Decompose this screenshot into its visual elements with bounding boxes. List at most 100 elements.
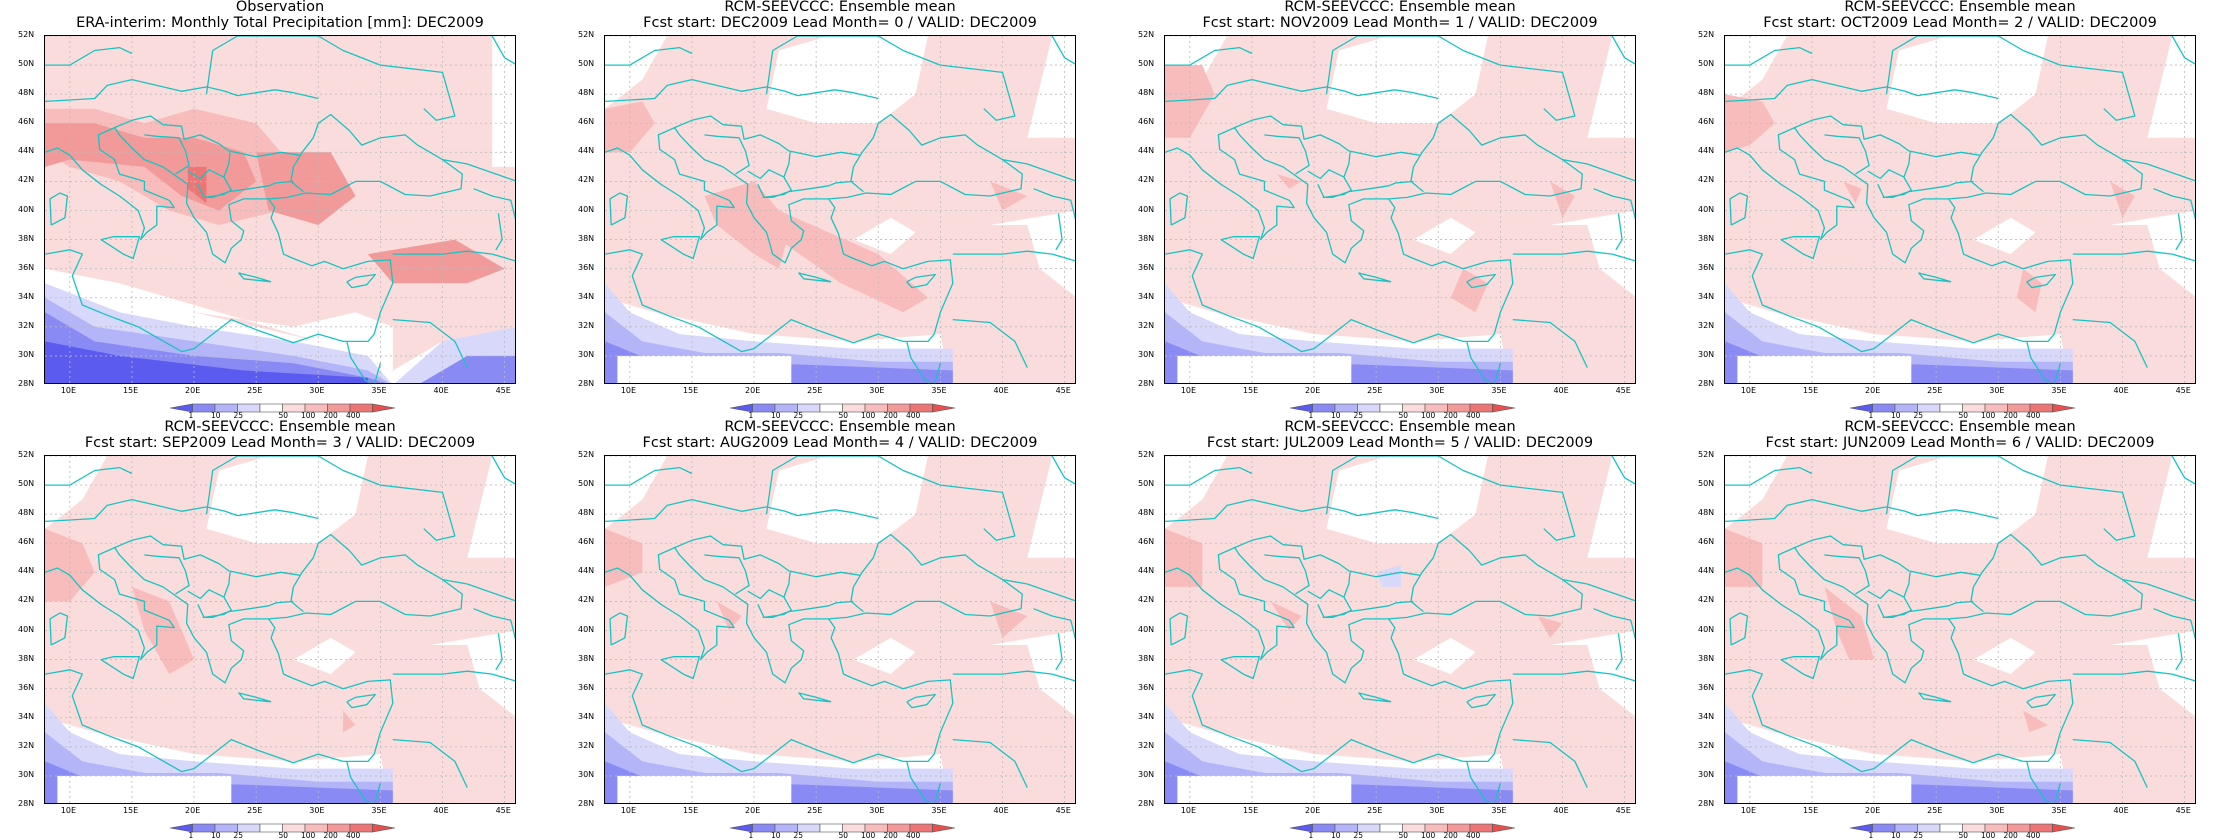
precip-area <box>1177 355 1352 383</box>
coastline <box>1165 547 1295 661</box>
coastline <box>1794 535 1980 578</box>
lat-tick-label: 34N <box>1698 291 1715 301</box>
colorbar-label: 200 <box>1443 831 1458 840</box>
precip-area <box>343 710 356 733</box>
colorbar-label: 50 <box>278 831 289 840</box>
map-panel-f5: RCM-SEEVCCC: Ensemble mean Fcst start: JU… <box>1120 420 1680 840</box>
lat-tick-label: 40N <box>1138 204 1155 214</box>
coastline <box>1169 192 1189 226</box>
colorbar-label: 200 <box>883 831 898 840</box>
coastline <box>1725 127 1855 241</box>
coastline <box>1264 554 1310 595</box>
coastline <box>1725 46 1813 66</box>
lat-tick-label: 30N <box>18 349 35 359</box>
precip-area <box>1165 456 1635 803</box>
lat-tick-label: 30N <box>18 769 35 779</box>
lat-tick-label: 28N <box>18 379 35 388</box>
lat-tick-label: 28N <box>1138 379 1155 388</box>
coastline <box>205 456 450 515</box>
coastline <box>1325 456 1570 515</box>
lon-tick-label: 25E <box>247 806 263 815</box>
panel-subtitle: Fcst start: OCT2009 Lead Month= 2 / VALI… <box>1763 15 2157 31</box>
colorbar-label: 1 <box>1868 831 1874 840</box>
precip-area <box>617 775 792 803</box>
coastline <box>1903 152 1911 178</box>
coastline <box>1169 612 1189 646</box>
colorbar-swatch <box>372 823 396 833</box>
lat-tick-label: 46N <box>578 117 595 127</box>
lon-tick-label: 20E <box>185 386 201 395</box>
lon-tick-label: 25E <box>247 386 263 395</box>
lon-tick-label: 30E <box>1429 806 1445 815</box>
coastline <box>906 761 942 803</box>
map-panel-f4: RCM-SEEVCCC: Ensemble mean Fcst start: AU… <box>560 420 1120 840</box>
colorbar-label: 10 <box>1891 411 1901 420</box>
lat-tick-label: 50N <box>18 59 35 69</box>
coastline <box>238 272 272 283</box>
precip-area <box>45 456 515 803</box>
precip-area <box>1550 210 1635 297</box>
lon-tick-label: 10E <box>1740 386 1757 395</box>
coastline <box>1824 134 1870 175</box>
coastline <box>983 94 1016 121</box>
coastline <box>783 572 791 598</box>
coastline <box>2026 341 2062 383</box>
lat-tick-label: 52N <box>18 450 35 459</box>
lat-tick-label: 42N <box>18 175 35 185</box>
lon-tick-label: 45E <box>1055 806 1071 815</box>
lat-tick-label: 50N <box>578 59 595 69</box>
lat-tick-label: 52N <box>1138 450 1155 459</box>
coastline <box>392 318 468 368</box>
coastline <box>2122 578 2195 602</box>
colorbar-label: 50 <box>1958 411 1969 420</box>
colorbar-label: 50 <box>838 411 849 420</box>
colorbar-label: 25 <box>233 831 244 840</box>
colorbar-label: 25 <box>1353 831 1364 840</box>
coastline <box>1882 600 1974 619</box>
coastline <box>1051 36 1075 65</box>
precipitation-map <box>44 455 516 804</box>
coastline <box>1562 578 1635 602</box>
colorbar-label: 100 <box>1421 411 1436 420</box>
colorbar-graphic <box>1849 403 2076 413</box>
coastline <box>906 273 937 289</box>
colorbar-label: 50 <box>838 831 849 840</box>
colorbar-graphic <box>169 823 396 833</box>
coastline <box>238 692 272 703</box>
lon-tick-label: 35E <box>1491 806 1507 815</box>
coastline <box>1885 456 2130 515</box>
coastline <box>2153 188 2195 220</box>
colorbar-label: 100 <box>861 411 876 420</box>
lat-tick-label: 44N <box>18 566 35 576</box>
precip-area <box>430 630 515 717</box>
colorbar-graphic <box>1289 823 1516 833</box>
coastline <box>1466 341 1502 383</box>
colorbar-label: 1 <box>1308 831 1314 840</box>
lat-tick-label: 42N <box>1138 175 1155 185</box>
precipitation-map <box>604 455 1076 804</box>
coastline <box>952 318 1028 368</box>
map-graphic <box>45 36 515 383</box>
panel-title: Observation <box>235 0 325 15</box>
lon-tick-label: 10E <box>1180 386 1197 395</box>
lat-tick-label: 36N <box>1138 682 1155 692</box>
coastline <box>1780 656 1821 680</box>
lon-tick-label: 20E <box>745 806 761 815</box>
lat-tick-label: 52N <box>578 30 595 39</box>
colorbar-swatch <box>1492 403 1516 413</box>
lat-tick-label: 38N <box>1138 233 1155 243</box>
colorbar-label: 100 <box>301 831 316 840</box>
panel-subtitle: Fcst start: SEP2009 Lead Month= 3 / VALI… <box>84 435 476 451</box>
coastline <box>392 670 515 682</box>
coastline <box>1165 78 1439 103</box>
lat-tick-label: 28N <box>18 799 35 808</box>
coastline <box>605 127 735 241</box>
lon-tick-label: 25E <box>1367 386 1383 395</box>
precip-area <box>716 601 742 631</box>
lon-tick-label: 40E <box>433 806 449 815</box>
coastline <box>1918 272 1952 283</box>
lon-tick-label: 30E <box>1989 806 2005 815</box>
precip-area <box>990 181 1028 211</box>
precipitation-map <box>1724 455 2196 804</box>
colorbar-label: 200 <box>883 411 898 420</box>
